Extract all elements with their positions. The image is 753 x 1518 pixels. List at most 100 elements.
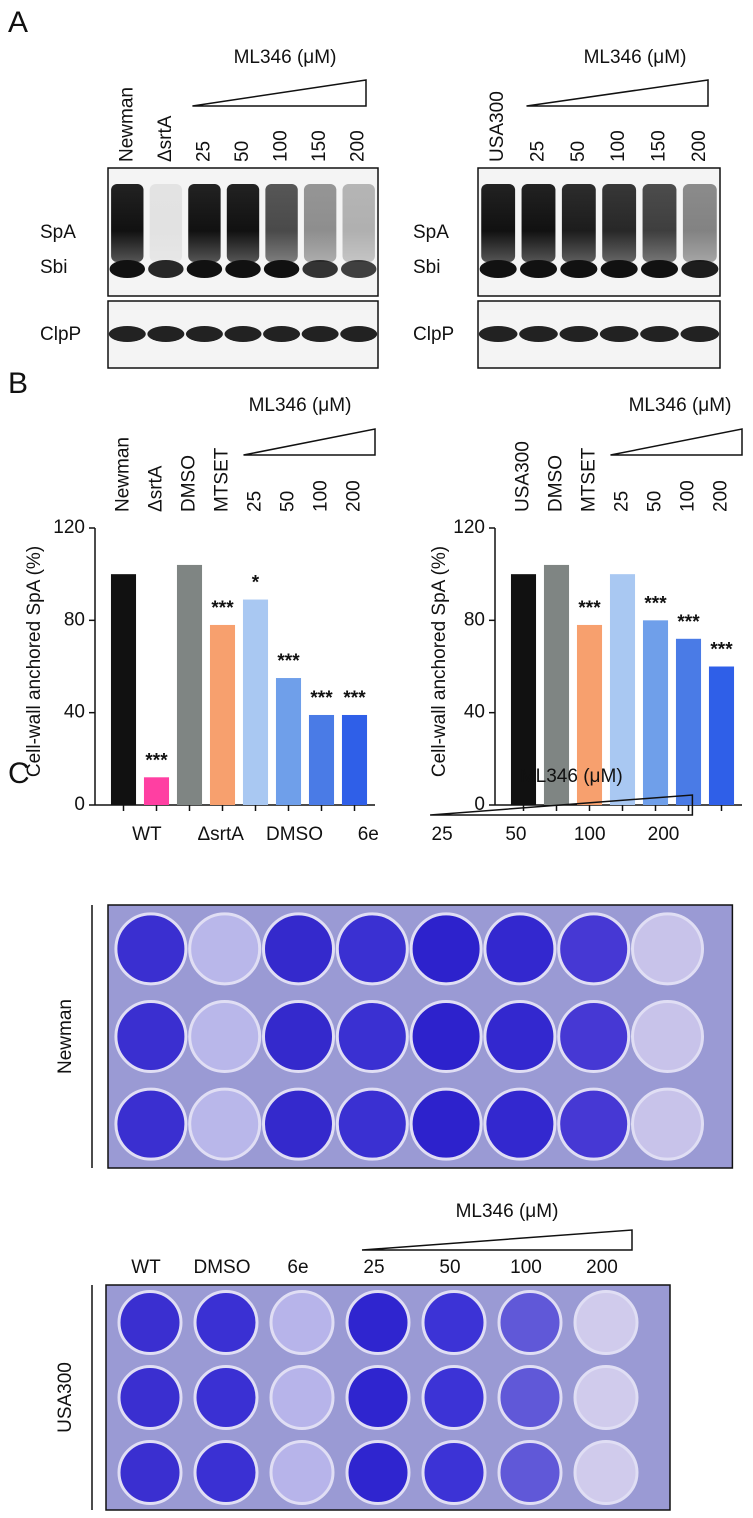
strain-label: Newman bbox=[55, 999, 76, 1074]
well bbox=[345, 1365, 411, 1430]
well bbox=[631, 912, 704, 986]
treatment-label: ML346 (μM) bbox=[234, 47, 337, 68]
treatment-label: ML346 (μM) bbox=[584, 47, 687, 68]
y-axis-label: Cell-wall anchored SpA (%) bbox=[429, 546, 450, 777]
well bbox=[409, 912, 483, 986]
well bbox=[114, 1087, 188, 1161]
sbi-band bbox=[681, 260, 719, 278]
wedge bbox=[192, 79, 367, 107]
significance: *** bbox=[710, 640, 733, 661]
clpp-band bbox=[599, 326, 639, 342]
bar bbox=[675, 638, 702, 805]
well bbox=[345, 1290, 411, 1355]
column-label: 100 bbox=[510, 1257, 542, 1278]
bar bbox=[341, 714, 368, 805]
sbi-band bbox=[340, 260, 377, 278]
well bbox=[631, 1087, 704, 1161]
panel-label: C bbox=[8, 757, 30, 790]
well bbox=[335, 1087, 409, 1161]
well bbox=[262, 912, 335, 986]
well bbox=[269, 1440, 335, 1505]
well bbox=[557, 912, 631, 986]
well bbox=[421, 1290, 487, 1355]
x-tick-label: MTSET bbox=[579, 447, 600, 512]
wedge bbox=[610, 428, 743, 456]
blot-frame bbox=[477, 167, 721, 297]
well bbox=[483, 1000, 557, 1073]
bar bbox=[143, 777, 170, 805]
column-label: 100 bbox=[574, 824, 606, 845]
clpp-band bbox=[640, 326, 679, 342]
clpp-band bbox=[478, 326, 518, 342]
bar bbox=[543, 564, 570, 805]
lane-label: 150 bbox=[309, 130, 330, 162]
x-tick-label: ΔsrtA bbox=[146, 465, 167, 512]
lane-label: 100 bbox=[608, 130, 629, 162]
bar bbox=[176, 564, 203, 805]
clpp-band bbox=[147, 326, 185, 342]
lane-label: 25 bbox=[528, 141, 549, 162]
sbi-band bbox=[640, 260, 679, 278]
column-label: ΔsrtA bbox=[197, 824, 244, 845]
x-tick-label: Newman bbox=[113, 437, 134, 512]
well bbox=[345, 1440, 411, 1505]
blot-frame bbox=[477, 300, 721, 369]
x-tick-label: 50 bbox=[278, 491, 299, 512]
well bbox=[193, 1290, 259, 1355]
lane-label: 200 bbox=[348, 130, 369, 162]
well bbox=[497, 1290, 563, 1355]
well bbox=[483, 912, 557, 986]
well bbox=[114, 912, 188, 986]
y-tick-label: 80 bbox=[64, 609, 85, 630]
column-label: 25 bbox=[432, 824, 453, 845]
band-label: Sbi bbox=[413, 257, 440, 278]
lane-label: 25 bbox=[193, 141, 214, 162]
band-label: ClpP bbox=[413, 324, 454, 345]
well bbox=[269, 1365, 335, 1430]
x-tick-label: 100 bbox=[311, 480, 332, 512]
significance: * bbox=[252, 573, 260, 594]
significance: *** bbox=[211, 598, 234, 619]
x-tick-label: MTSET bbox=[212, 447, 233, 512]
clpp-band bbox=[559, 326, 599, 342]
treatment-label: ML346 (μM) bbox=[520, 766, 623, 787]
band-label: SpA bbox=[40, 222, 76, 243]
well bbox=[188, 912, 262, 986]
spa-smear bbox=[642, 184, 677, 262]
x-tick-label: 200 bbox=[711, 480, 732, 512]
x-tick-label: 25 bbox=[245, 491, 266, 512]
lane-label: USA300 bbox=[487, 91, 508, 162]
sbi-band bbox=[519, 260, 558, 278]
y-tick-label: 40 bbox=[64, 702, 85, 723]
well bbox=[409, 1087, 483, 1161]
x-tick-label: 100 bbox=[678, 480, 699, 512]
column-label: 6e bbox=[358, 824, 379, 845]
clpp-band bbox=[185, 326, 223, 342]
column-label: 6e bbox=[287, 1257, 308, 1278]
clpp-band bbox=[340, 326, 378, 342]
wedge bbox=[361, 1229, 633, 1251]
bar bbox=[209, 624, 236, 805]
x-tick-label: 200 bbox=[344, 480, 365, 512]
spa-smear bbox=[521, 184, 556, 262]
significance: *** bbox=[677, 612, 700, 633]
well bbox=[188, 1000, 262, 1073]
y-tick-label: 0 bbox=[474, 794, 485, 815]
well bbox=[188, 1087, 262, 1161]
spa-smear bbox=[342, 184, 375, 262]
panel-label: A bbox=[8, 6, 28, 39]
x-tick-label: DMSO bbox=[546, 455, 567, 512]
sbi-band bbox=[560, 260, 598, 278]
well bbox=[573, 1290, 639, 1355]
spa-smear bbox=[149, 184, 183, 262]
well bbox=[262, 1087, 335, 1161]
column-label: 25 bbox=[363, 1257, 384, 1278]
lane-label: 150 bbox=[649, 130, 670, 162]
well bbox=[117, 1290, 183, 1355]
lane-label: ΔsrtA bbox=[155, 115, 176, 162]
wedge bbox=[526, 79, 709, 107]
lane-label: 100 bbox=[271, 130, 292, 162]
y-tick-label: 120 bbox=[53, 517, 85, 538]
well bbox=[631, 1000, 704, 1073]
